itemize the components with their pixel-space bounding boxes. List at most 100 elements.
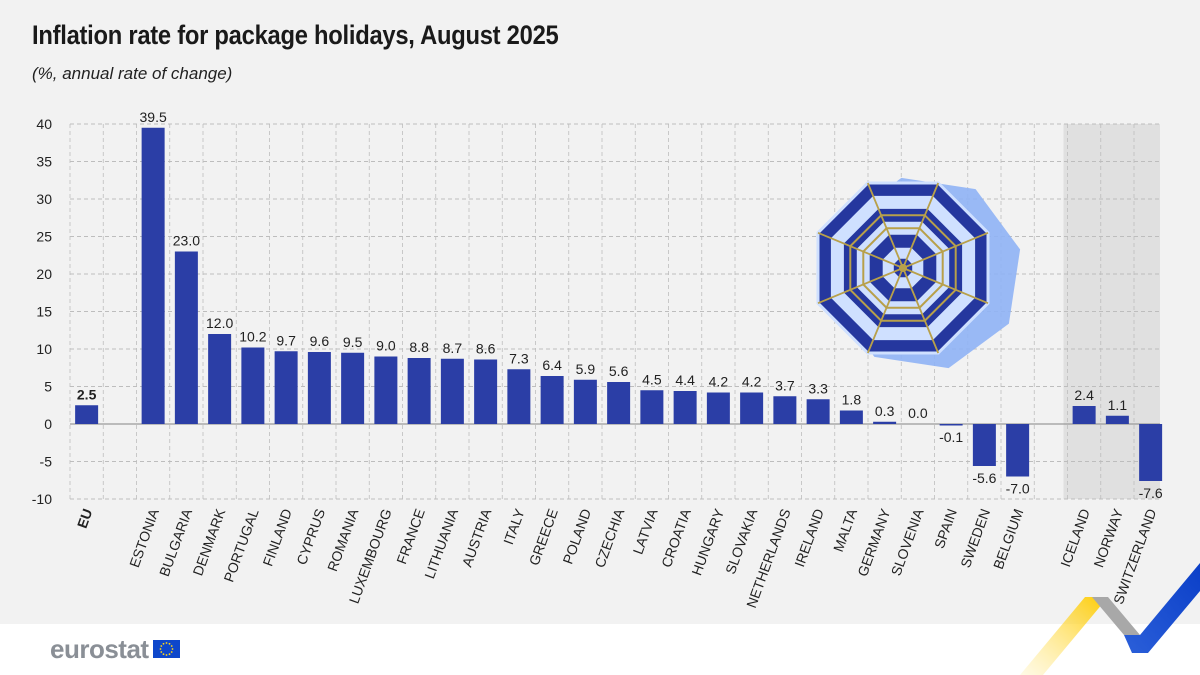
category-labels: EU ESTONIABULGARIADENMARKPORTUGALFINLANDC…	[74, 506, 1160, 610]
value-label: 1.1	[1108, 397, 1128, 413]
bar-romania	[341, 352, 365, 424]
bar-cyprus	[307, 352, 331, 424]
bar-germany	[873, 421, 897, 424]
bar-chart: 2.5 39.5 23.0 12.0 10.2 9.7 9.6 9.5 9.0 8.8 8.7 8.6…	[32, 109, 1163, 610]
value-label: 12.0	[206, 315, 233, 331]
corner-decoration	[1020, 563, 1200, 675]
value-label: 3.3	[808, 380, 828, 396]
bar-lithuania	[440, 358, 464, 424]
category-label: EU	[74, 507, 96, 531]
category-label: SLOVAKIA	[722, 506, 761, 576]
bar-belgium	[1006, 424, 1030, 477]
y-tick-label: 30	[36, 191, 52, 207]
category-label: SLOVENIA	[888, 506, 927, 578]
value-label: -7.0	[1006, 481, 1030, 497]
value-label: 7.3	[509, 350, 529, 366]
y-tick-label: 20	[36, 266, 52, 282]
y-tick-label: -10	[32, 491, 52, 507]
category-label: AUSTRIA	[459, 506, 495, 569]
y-tick-label: 0	[44, 416, 52, 432]
bar-czechia	[607, 382, 631, 424]
bar-poland	[573, 379, 597, 424]
bar-netherlands	[773, 396, 797, 424]
value-label: 6.4	[542, 357, 562, 373]
value-label: 0.3	[875, 403, 895, 419]
value-label: 9.6	[310, 333, 330, 349]
category-label: GERMANY	[854, 506, 893, 579]
footer-bar	[0, 624, 1200, 675]
y-tick-label: 25	[36, 229, 52, 245]
y-tick-label: 35	[36, 154, 52, 170]
eu-flag-icon	[153, 640, 180, 658]
y-tick-label: -5	[40, 454, 53, 470]
category-label: GREECE	[526, 507, 561, 568]
category-label: CYPRUS	[293, 507, 328, 567]
category-label: MALTA	[830, 506, 861, 554]
bar-latvia	[640, 390, 664, 424]
value-label: 8.7	[443, 340, 463, 356]
eurostat-logo: eurostat	[50, 634, 149, 664]
bar-finland	[274, 351, 298, 424]
bar-hungary	[706, 392, 730, 424]
value-label: 4.5	[642, 371, 662, 387]
bar-italy	[507, 369, 531, 424]
value-label: 39.5	[140, 109, 167, 125]
category-label: POLAND	[559, 507, 594, 567]
bar-portugal	[241, 347, 265, 424]
bar-malta	[839, 410, 863, 424]
y-tick-label: 40	[36, 116, 52, 132]
bar-greece	[540, 376, 564, 424]
category-label: LATVIA	[630, 506, 661, 556]
value-label: -7.6	[1139, 485, 1163, 501]
y-axis-ticks: 40 35 30 25 20 15 10 5 0 -5 -10	[32, 116, 52, 507]
category-label: ITALY	[500, 506, 528, 547]
bar-ireland	[806, 399, 830, 424]
value-label: 5.6	[609, 363, 629, 379]
bars	[75, 127, 1163, 481]
value-label: 23.0	[173, 233, 200, 249]
category-label: PORTUGAL	[220, 506, 261, 584]
value-label: 8.8	[409, 339, 429, 355]
bar-croatia	[673, 391, 697, 424]
bar-austria	[474, 359, 498, 424]
category-label: SWEDEN	[957, 507, 993, 570]
bar-estonia	[141, 127, 165, 424]
value-labels: 2.5 39.5 23.0 12.0 10.2 9.7 9.6 9.5 9.0 8.8 8.7 8.6…	[77, 109, 1163, 501]
value-label: 2.5	[77, 386, 97, 402]
category-label: SPAIN	[931, 507, 960, 551]
bar-spain	[939, 424, 963, 426]
category-label: HUNGARY	[688, 506, 727, 578]
category-label: BULGARIA	[156, 506, 195, 579]
value-label: 9.5	[343, 334, 363, 350]
category-label: ESTONIA	[126, 506, 162, 570]
category-label: CROATIA	[658, 506, 694, 570]
bar-bulgaria	[174, 251, 198, 424]
bar-sweden	[972, 424, 996, 466]
category-label: IRELAND	[791, 507, 827, 569]
value-label: 2.4	[1074, 387, 1094, 403]
y-tick-label: 5	[44, 379, 52, 395]
value-label: 9.7	[276, 332, 296, 348]
bar-france	[407, 358, 431, 424]
value-label: 8.6	[476, 341, 496, 357]
y-tick-label: 15	[36, 304, 52, 320]
beach-umbrella-illustration	[816, 177, 1021, 369]
category-label: FINLAND	[259, 507, 295, 569]
chart-subtitle: (%, annual rate of change)	[32, 64, 233, 83]
value-label: -0.1	[939, 429, 963, 445]
bar-slovakia	[740, 392, 764, 424]
category-label: LITHUANIA	[421, 506, 461, 581]
category-label: ROMANIA	[324, 506, 362, 573]
category-label: FRANCE	[393, 507, 428, 567]
value-label: 0.0	[908, 405, 928, 421]
bar-iceland	[1072, 406, 1096, 424]
value-label: 4.2	[742, 374, 762, 390]
category-label: DENMARK	[189, 506, 228, 578]
value-label: 9.0	[376, 338, 396, 354]
bar-eu	[75, 405, 99, 424]
value-label: 3.7	[775, 377, 795, 393]
bar-luxembourg	[374, 356, 398, 424]
value-label: 10.2	[239, 329, 266, 345]
bar-denmark	[208, 334, 232, 424]
value-label: 1.8	[842, 392, 862, 408]
